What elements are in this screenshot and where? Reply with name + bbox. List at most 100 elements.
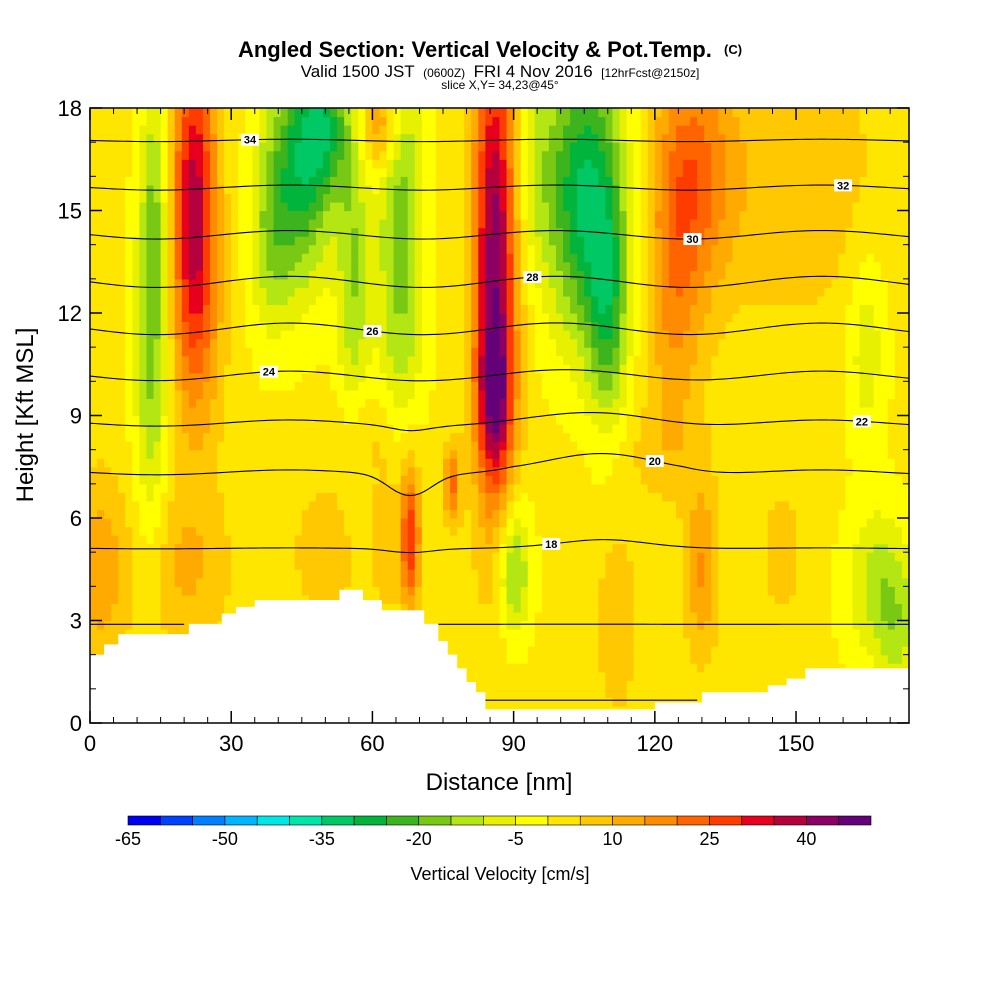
vv-cell xyxy=(146,406,155,417)
vv-cell xyxy=(400,535,409,545)
vv-cell xyxy=(287,372,296,382)
vv-cell xyxy=(471,313,479,323)
vv-cell xyxy=(372,475,381,485)
vv-cell xyxy=(259,483,268,493)
vv-cell xyxy=(527,236,536,246)
vv-cell xyxy=(541,654,550,664)
vv-cell xyxy=(287,406,296,417)
vv-cell xyxy=(400,492,409,502)
vv-cell xyxy=(181,620,190,630)
vv-cell xyxy=(153,347,162,357)
vv-cell xyxy=(139,321,148,331)
vv-cell xyxy=(379,236,388,246)
chart-title: Angled Section: Vertical Velocity & Pot.… xyxy=(238,37,742,62)
vv-cell xyxy=(457,398,465,408)
vv-cell xyxy=(414,526,423,536)
vv-cell xyxy=(485,680,494,690)
vv-cell xyxy=(322,313,331,323)
vv-cell xyxy=(181,108,190,118)
vv-cell xyxy=(450,227,458,237)
vv-cell xyxy=(125,389,133,400)
vv-cell xyxy=(414,381,423,391)
vv-cell xyxy=(570,560,578,570)
vv-cell xyxy=(435,227,444,237)
vv-cell xyxy=(506,338,515,348)
vv-cell xyxy=(386,133,395,143)
vv-cell xyxy=(513,270,522,280)
vv-cell xyxy=(464,611,472,622)
vv-cell xyxy=(492,244,501,254)
vv-cell xyxy=(181,261,190,271)
vv-cell xyxy=(280,219,289,229)
vv-cell xyxy=(534,526,543,536)
vv-cell xyxy=(435,389,444,400)
vv-cell xyxy=(118,304,126,314)
vv-cell xyxy=(308,193,317,203)
vv-cell xyxy=(499,355,508,365)
vv-cell xyxy=(195,603,204,613)
vv-cell xyxy=(224,176,232,186)
vv-cell xyxy=(111,424,119,434)
vv-cell xyxy=(541,629,550,639)
vv-cell xyxy=(308,313,317,323)
vv-cell xyxy=(435,594,444,605)
vv-cell xyxy=(266,406,275,417)
vv-cell xyxy=(315,466,324,476)
vv-cell xyxy=(273,347,282,357)
vv-cell xyxy=(188,475,197,485)
vv-cell xyxy=(125,372,133,382)
vv-cell xyxy=(195,304,204,314)
vv-cell xyxy=(428,500,437,511)
vv-cell xyxy=(421,193,430,203)
vv-cell xyxy=(195,577,204,587)
vv-cell xyxy=(464,424,472,434)
vv-cell xyxy=(386,449,395,459)
vv-cell xyxy=(372,406,381,417)
vv-cell xyxy=(125,295,133,306)
vv-cell xyxy=(492,577,501,587)
vv-cell xyxy=(400,432,409,442)
vv-cell xyxy=(139,236,148,246)
vv-cell xyxy=(344,330,352,340)
vv-cell xyxy=(210,389,218,400)
vv-cell xyxy=(174,304,183,314)
vv-cell xyxy=(365,159,374,169)
vv-cell xyxy=(513,372,522,382)
vv-cell xyxy=(527,483,536,493)
vv-cell xyxy=(435,543,444,553)
vv-cell xyxy=(125,278,133,288)
vv-cell xyxy=(428,150,437,160)
vv-cell xyxy=(428,184,437,195)
vv-cell xyxy=(492,398,501,408)
vv-cell xyxy=(188,133,197,143)
vv-cell xyxy=(273,500,282,511)
vv-cell xyxy=(195,236,204,246)
vv-cell xyxy=(344,142,352,152)
vv-cell xyxy=(181,210,190,220)
vv-cell xyxy=(160,475,169,485)
vv-cell xyxy=(245,116,253,126)
vv-cell xyxy=(351,509,359,519)
vv-cell xyxy=(471,654,479,664)
vv-cell xyxy=(372,535,381,545)
vv-cell xyxy=(358,569,366,579)
vv-cell xyxy=(464,261,472,271)
vv-cell xyxy=(153,458,162,468)
vv-cell xyxy=(132,150,141,160)
vv-cell xyxy=(407,150,416,160)
vv-cell xyxy=(548,663,557,673)
vv-cell xyxy=(294,577,303,587)
vv-cell xyxy=(541,688,550,698)
vv-cell xyxy=(499,167,508,177)
vv-cell xyxy=(315,406,324,417)
vv-cell xyxy=(245,193,253,203)
vv-cell xyxy=(499,108,508,118)
vv-cell xyxy=(421,236,430,246)
vv-cell xyxy=(351,475,359,485)
vv-cell xyxy=(492,193,501,203)
vv-cell xyxy=(90,415,98,425)
vv-cell xyxy=(435,577,444,587)
vv-cell xyxy=(153,253,162,263)
vv-cell xyxy=(90,569,98,579)
vv-cell xyxy=(139,552,148,562)
